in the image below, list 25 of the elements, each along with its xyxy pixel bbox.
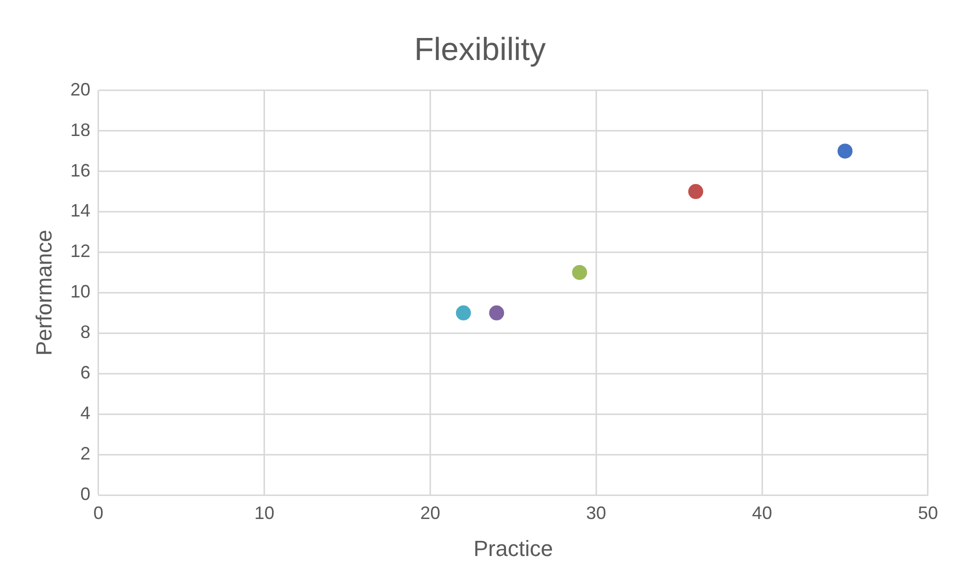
point [688,184,704,200]
point [489,305,504,320]
point [572,264,588,280]
y-tick-label: 4 [80,403,90,424]
x-tick-label: 40 [752,502,772,523]
y-tick-label: 18 [70,120,90,140]
y-tick-label: 6 [80,362,90,383]
y-tick-label: 12 [70,241,90,262]
x-tick-label: 0 [93,502,104,523]
point [838,144,853,159]
point [456,305,471,320]
x-tick-label: 20 [420,502,440,523]
x-tick-label: 50 [918,502,938,523]
y-tick-label: 0 [80,484,90,504]
x-tick-label: 10 [254,502,274,523]
x-tick-label: 30 [586,502,606,523]
y-tick-label: 2 [80,444,90,464]
chart-title: Flexibility [414,31,546,68]
x-axis-title: Practice [473,536,553,561]
y-tick-label: 16 [70,160,90,180]
y-axis-title: Performance [31,230,56,356]
y-tick-label: 10 [70,282,90,302]
y-tick-label: 14 [70,200,90,221]
y-tick-label: 8 [80,322,90,342]
y-tick-label: 20 [70,79,90,100]
